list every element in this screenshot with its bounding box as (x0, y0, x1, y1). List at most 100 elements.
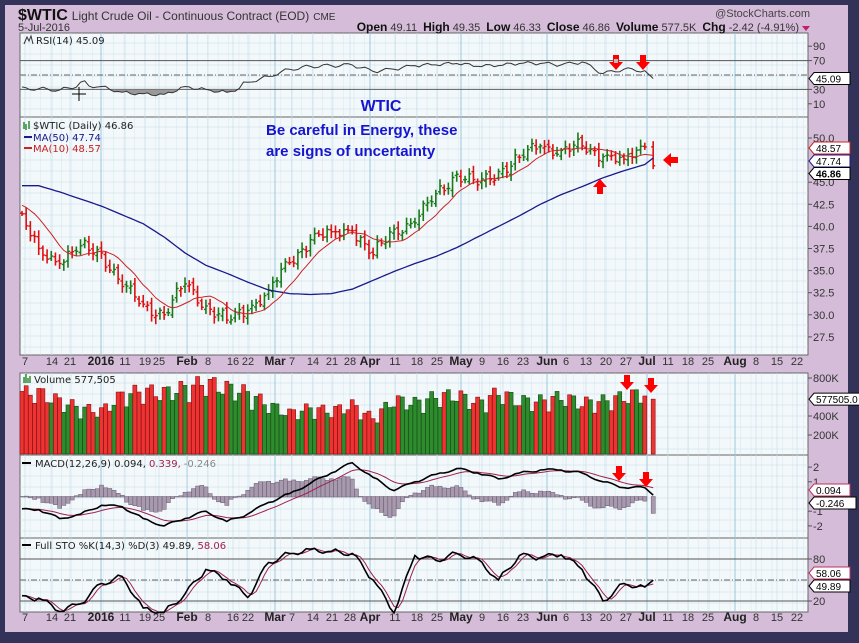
macd-histogram-bar (86, 488, 92, 498)
macd-histogram-bar (224, 496, 230, 506)
price-bar (249, 299, 254, 315)
price-bar (471, 165, 476, 185)
macd-histogram-bar (178, 495, 184, 498)
price-bar (592, 146, 597, 156)
price-bar (316, 230, 321, 237)
volume-bar (629, 389, 635, 455)
volume-bar (429, 391, 434, 455)
date-axis-label: Jun (536, 354, 557, 368)
volume-bar (186, 402, 192, 455)
date-axis-label: 19 (139, 612, 151, 624)
date-axis-label: 27 (620, 356, 632, 368)
macd-histogram-bar (354, 488, 359, 498)
macd-histogram-bar (220, 496, 225, 504)
price-bar (621, 153, 626, 165)
macd-histogram-bar (32, 496, 37, 500)
volume-bar (563, 406, 568, 455)
volume-bar (99, 407, 104, 455)
volume-bar (274, 403, 280, 455)
price-bar (74, 246, 79, 256)
volume-bar (329, 417, 334, 455)
volume-axis-label: 200K (813, 430, 839, 442)
macd-histogram-bar (136, 496, 142, 507)
macd-histogram-bar (249, 486, 255, 498)
volume-bar (483, 412, 489, 455)
volume-bar (512, 405, 518, 455)
volume-bar (94, 416, 100, 455)
macd-histogram-bar (157, 496, 163, 512)
value-flag-text: 48.57 (816, 144, 841, 155)
macd-histogram-bar (429, 484, 434, 498)
value-flag-text: 46.86 (816, 170, 841, 181)
price-bar (24, 207, 29, 230)
volume-bar (358, 419, 363, 455)
sto-k-line (21, 547, 654, 615)
price-bar (450, 171, 455, 198)
value-flag-text: 47.74 (816, 157, 841, 168)
value-flag-box (808, 483, 851, 497)
macd-histogram-bar (44, 496, 50, 504)
date-axis-label: 6 (563, 612, 569, 624)
macd-histogram-bar (199, 485, 205, 498)
price-bar (170, 294, 175, 319)
volume-bar (634, 389, 639, 455)
price-bar (216, 307, 221, 322)
price-bar (521, 148, 526, 162)
macd-histogram-bar (496, 496, 501, 506)
volume-bar (600, 394, 606, 455)
price-bar (70, 246, 75, 259)
macd-histogram-bar (421, 490, 426, 498)
date-axis-label: 18 (411, 356, 423, 368)
volume-bar (579, 406, 585, 455)
price-bar (187, 280, 192, 293)
date-axis-label: 21 (64, 356, 76, 368)
volume-bar (295, 419, 301, 455)
price-bar (82, 237, 87, 249)
macd-histogram-bar (186, 491, 192, 498)
macd-down-arrow-icon (612, 466, 626, 481)
macd-histogram-bar (366, 496, 372, 505)
volume-bar (650, 398, 656, 455)
date-axis-label: 15 (771, 356, 783, 368)
macd-histogram-bar (387, 496, 393, 518)
price-bar (28, 221, 33, 242)
value-flag-box (808, 496, 857, 510)
volume-bar (462, 393, 468, 455)
macd-histogram-bar (65, 496, 71, 504)
date-axis-label: Mar (264, 354, 286, 368)
macd-histogram-bar (600, 496, 606, 509)
date-axis-label: 27 (620, 612, 632, 624)
volume-down-arrow-icon (644, 378, 658, 393)
volume-bar (567, 394, 572, 455)
macd-histogram-bar (412, 492, 418, 498)
sto-k-value-flag: 49.89 (808, 579, 851, 593)
macd-histogram-bar (23, 495, 29, 498)
macd-histogram-bar (28, 496, 33, 499)
price-bar (366, 239, 371, 260)
price-bar (492, 174, 497, 186)
volume-bar (291, 409, 297, 455)
volume-bar (583, 396, 589, 455)
price-bar (36, 230, 41, 256)
volume-bar (554, 391, 560, 455)
price-bar (45, 249, 50, 264)
date-axis-label: 11 (119, 612, 130, 624)
volume-legend: Volume 577,505 (23, 374, 116, 386)
macd-histogram-bar (69, 496, 75, 501)
macd-legend-text: MACD(12,26,9) 0.094, 0.339, -0.246 (35, 459, 216, 470)
volume-bar (199, 384, 205, 455)
macd-histogram-bar (375, 496, 380, 509)
volume-bar (379, 408, 384, 455)
volume-bar (270, 402, 276, 455)
sto-legend: Full STO %K(14,3) %D(3) 49.89, 58.06 (22, 541, 226, 552)
volume-bar (224, 380, 230, 455)
date-axis-label: 7 (289, 612, 295, 624)
macd-histogram-bar (53, 496, 58, 505)
price-bar (346, 224, 351, 233)
date-axis-label: Feb (176, 610, 197, 624)
date-axis-label: Aug (723, 354, 746, 368)
rsi-legend: RSI(14) 45.09 (23, 34, 105, 47)
macd-histogram-bar (462, 490, 468, 498)
macd-histogram-bar (120, 494, 125, 498)
